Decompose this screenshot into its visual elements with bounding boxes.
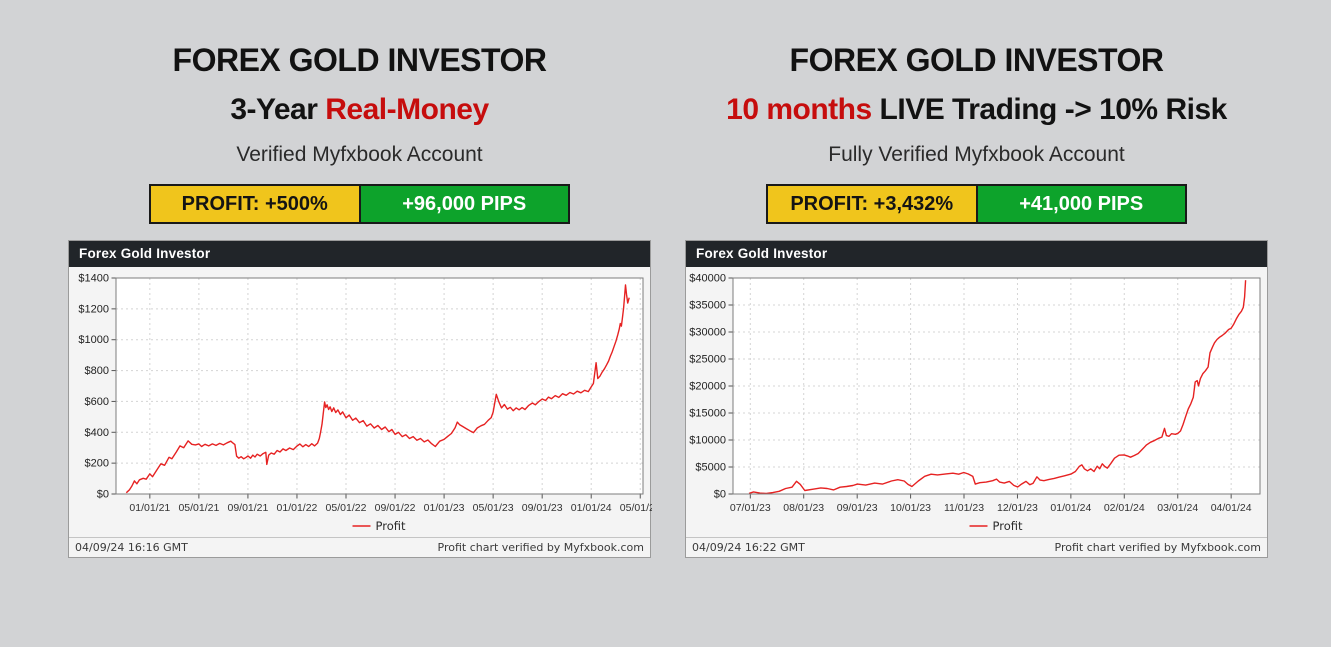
svg-text:$1200: $1200 <box>78 303 109 315</box>
chart-verified-note: Profit chart verified by Myfxbook.com <box>1054 541 1262 554</box>
svg-text:01/01/21: 01/01/21 <box>129 502 170 514</box>
chart-widget-title: Forex Gold Investor <box>686 241 1267 267</box>
svg-text:$1400: $1400 <box>78 273 109 285</box>
panel-subtitle: 10 months LIVE Trading -> 10% Risk <box>685 88 1268 132</box>
svg-text:01/01/24: 01/01/24 <box>571 502 612 514</box>
page-title: FOREX GOLD INVESTOR <box>172 42 547 78</box>
svg-text:09/01/21: 09/01/21 <box>227 502 268 514</box>
chart-footer: 04/09/24 16:22 GMT Profit chart verified… <box>686 537 1267 557</box>
svg-text:$15000: $15000 <box>689 408 726 420</box>
svg-text:$10000: $10000 <box>689 435 726 447</box>
svg-text:$5000: $5000 <box>695 462 726 474</box>
svg-text:05/01/24: 05/01/24 <box>620 502 652 514</box>
svg-text:$35000: $35000 <box>689 300 726 312</box>
subtitle-part: 3-Year <box>230 93 326 126</box>
panel-left: FOREX GOLD INVESTOR 3-Year Real-Money Ve… <box>68 40 652 558</box>
profit-badge: PROFIT: +3,432% <box>768 186 978 222</box>
svg-text:04/01/24: 04/01/24 <box>1211 502 1252 514</box>
svg-text:01/01/23: 01/01/23 <box>424 502 465 514</box>
subtitle-part: LIVE Trading -> 10% Risk <box>879 93 1228 126</box>
profit-chart: $0 $200 $400 $600 $800 $1000 $1200 $1400 01/01/2… <box>78 273 652 534</box>
svg-text:Profit: Profit <box>376 519 406 533</box>
svg-text:07/01/23: 07/01/23 <box>730 502 771 514</box>
svg-text:$0: $0 <box>714 489 726 501</box>
badge-group: PROFIT: +500% +96,000 PIPS <box>149 184 570 224</box>
page-title: FOREX GOLD INVESTOR <box>789 42 1164 78</box>
svg-text:03/01/24: 03/01/24 <box>1157 502 1198 514</box>
panel-right: FOREX GOLD INVESTOR 10 months LIVE Tradi… <box>685 40 1268 558</box>
pips-badge: +41,000 PIPS <box>977 186 1185 222</box>
svg-text:$400: $400 <box>85 427 109 439</box>
chart-footer: 04/09/24 16:16 GMT Profit chart verified… <box>69 537 650 557</box>
subtitle-part: Real-Money <box>325 93 489 126</box>
svg-text:$800: $800 <box>85 365 109 377</box>
badge-group: PROFIT: +3,432% +41,000 PIPS <box>766 184 1187 224</box>
chart-timestamp: 04/09/24 16:16 GMT <box>75 541 188 554</box>
svg-text:02/01/24: 02/01/24 <box>1104 502 1145 514</box>
subtitle-part: 10 months <box>726 93 880 126</box>
svg-text:05/01/23: 05/01/23 <box>473 502 514 514</box>
chart-widget: Forex Gold Investor $0 $200 $400 $600 $800 $1… <box>68 240 652 558</box>
svg-text:$0: $0 <box>97 489 109 501</box>
svg-text:$30000: $30000 <box>689 327 726 339</box>
chart-widget-title: Forex Gold Investor <box>69 241 650 267</box>
svg-text:05/01/22: 05/01/22 <box>326 502 367 514</box>
svg-text:10/01/23: 10/01/23 <box>890 502 931 514</box>
svg-text:05/01/21: 05/01/21 <box>178 502 219 514</box>
verified-account-line: Fully Verified Myfxbook Account <box>828 143 1125 166</box>
svg-text:$40000: $40000 <box>689 273 726 285</box>
chart-verified-note: Profit chart verified by Myfxbook.com <box>437 541 645 554</box>
pips-badge: +96,000 PIPS <box>360 186 568 222</box>
svg-text:Profit: Profit <box>993 519 1023 533</box>
profit-badge: PROFIT: +500% <box>151 186 361 222</box>
panel-subtitle: 3-Year Real-Money <box>68 88 651 132</box>
svg-text:01/01/24: 01/01/24 <box>1050 502 1091 514</box>
svg-text:$20000: $20000 <box>689 381 726 393</box>
svg-text:09/01/22: 09/01/22 <box>375 502 416 514</box>
svg-text:$600: $600 <box>85 396 109 408</box>
svg-text:$25000: $25000 <box>689 354 726 366</box>
svg-text:01/01/22: 01/01/22 <box>277 502 318 514</box>
svg-text:09/01/23: 09/01/23 <box>522 502 563 514</box>
svg-text:09/01/23: 09/01/23 <box>837 502 878 514</box>
verified-account-line: Verified Myfxbook Account <box>236 143 483 166</box>
svg-text:11/01/23: 11/01/23 <box>944 502 984 514</box>
svg-text:12/01/23: 12/01/23 <box>997 502 1038 514</box>
svg-text:$1000: $1000 <box>78 334 109 346</box>
svg-text:$200: $200 <box>85 458 109 470</box>
chart-timestamp: 04/09/24 16:22 GMT <box>692 541 805 554</box>
svg-text:08/01/23: 08/01/23 <box>783 502 824 514</box>
chart-widget: Forex Gold Investor $0 $5000 $10000 $15000 $… <box>685 240 1268 558</box>
profit-chart: $0 $5000 $10000 $15000 $20000 $25000 $30000 $35… <box>689 273 1261 533</box>
